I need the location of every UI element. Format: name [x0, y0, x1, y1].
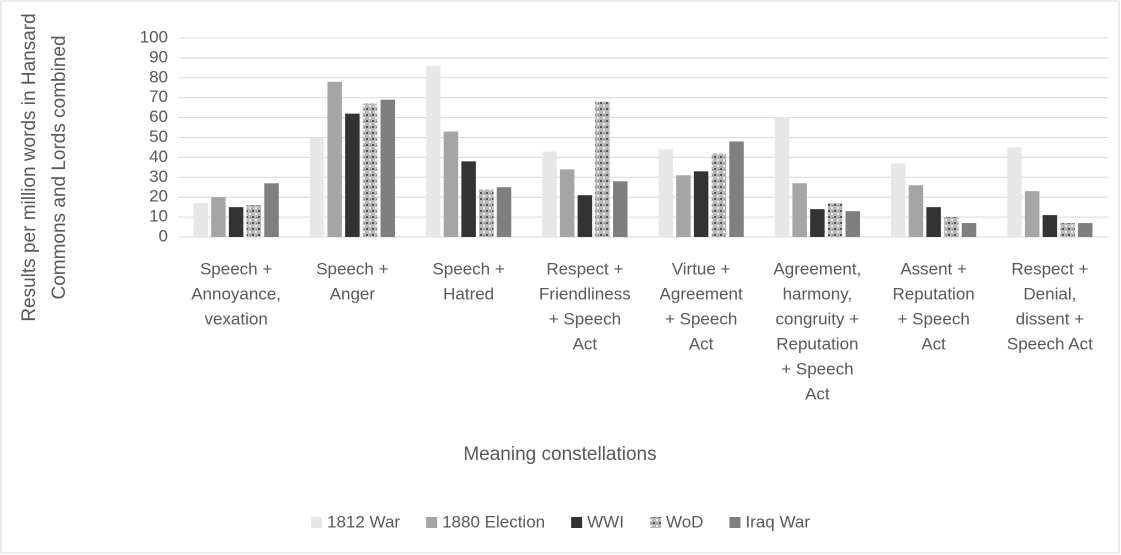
x-tick-label: vexation: [204, 309, 267, 328]
y-axis-title: Commons and Lords combined: [49, 35, 70, 299]
bar: [693, 171, 709, 237]
x-tick-label: + Speech: [665, 309, 737, 328]
x-tick-label: Reputation: [776, 334, 858, 353]
x-tick-label: Speech +: [316, 259, 388, 278]
bar: [658, 149, 673, 237]
bar: [961, 223, 977, 237]
bar: [792, 183, 807, 237]
x-tick-label: Respect +: [546, 259, 623, 278]
y-tick-label: 70: [149, 87, 168, 106]
x-tick-label: congruity +: [776, 309, 860, 328]
bar: [810, 209, 825, 237]
x-tick-label: Act: [805, 384, 830, 403]
y-tick-label: 30: [149, 167, 168, 186]
bar: [1024, 191, 1040, 237]
y-tick-label: 80: [149, 67, 168, 86]
legend-swatch: [649, 517, 661, 528]
y-tick-label: 20: [149, 187, 168, 206]
x-tick-label: + Speech: [781, 359, 853, 378]
x-tick-label: Reputation: [893, 284, 975, 303]
legend-label: WWI: [587, 512, 624, 531]
bar: [193, 203, 208, 237]
x-tick-label: Agreement,: [773, 259, 861, 278]
x-tick-label: Friendliness: [539, 284, 631, 303]
bar: [676, 175, 691, 237]
y-tick-label: 100: [140, 27, 168, 46]
bar: [711, 153, 727, 237]
y-tick-label: 10: [149, 207, 168, 226]
x-tick-label: Act: [921, 334, 946, 353]
bar: [542, 151, 557, 237]
bar: [1078, 223, 1093, 237]
bar: [595, 101, 610, 238]
bar: [327, 81, 342, 237]
legend-swatch: [426, 517, 438, 528]
legend-label: Iraq War: [745, 512, 810, 531]
bar: [228, 207, 244, 237]
legend-swatch: [311, 517, 323, 528]
bar: [211, 197, 226, 237]
bar: [729, 141, 744, 237]
bar: [1007, 147, 1022, 237]
x-tick-label: Virtue +: [672, 259, 731, 278]
legend-label: WoD: [666, 512, 703, 531]
bar: [443, 131, 459, 237]
y-tick-label: 90: [149, 47, 168, 66]
x-tick-label: Act: [573, 334, 598, 353]
bar: [362, 103, 378, 237]
bar: [926, 207, 941, 237]
x-tick-label: harmony,: [783, 284, 853, 303]
legend-label: 1812 War: [327, 512, 400, 531]
x-tick-label: Annoyance,: [191, 284, 281, 303]
bar: [577, 195, 593, 237]
legend: 1812 War 1880 Election WWI WoD Iraq War: [311, 512, 810, 531]
x-tick-label: Act: [689, 334, 714, 353]
x-tick-label: Hatred: [443, 284, 494, 303]
x-tick-label: Anger: [330, 284, 376, 303]
x-tick-label: Speech +: [200, 259, 272, 278]
x-tick-label: + Speech: [897, 309, 969, 328]
legend-swatch: [571, 517, 583, 528]
bar: [774, 117, 790, 237]
x-tick-label: Agreement: [660, 284, 743, 303]
x-tick-label: Assent +: [900, 259, 967, 278]
bar: [845, 211, 861, 237]
bar: [1060, 223, 1075, 237]
bar: [380, 99, 396, 237]
y-tick-label: 60: [149, 107, 168, 126]
bar: [309, 137, 325, 237]
bar: [425, 65, 441, 237]
legend-label: 1880 Election: [442, 512, 545, 531]
bar: [559, 169, 575, 237]
x-tick-label: Respect +: [1011, 259, 1088, 278]
bar: [345, 113, 360, 237]
x-axis-title: Meaning constellations: [463, 444, 656, 465]
x-tick-label: dissent +: [1016, 309, 1085, 328]
bar: [613, 181, 628, 237]
x-tick-label: + Speech: [549, 309, 621, 328]
legend-swatch: [729, 517, 741, 528]
bar: [908, 185, 924, 237]
bar: [1042, 215, 1058, 237]
y-tick-label: 50: [149, 127, 168, 146]
bar: [264, 183, 279, 237]
bar: [461, 161, 476, 237]
bar: [944, 217, 959, 237]
y-axis-title: Results per million words in Hansard: [19, 13, 40, 321]
x-tick-label: Denial,: [1023, 284, 1076, 303]
bar: [890, 163, 906, 237]
x-tick-label: Speech Act: [1007, 334, 1093, 353]
bar: [246, 205, 262, 237]
bar: [496, 187, 512, 237]
y-tick-label: 40: [149, 147, 168, 166]
bar: [827, 203, 843, 237]
y-tick-label: 0: [159, 226, 168, 245]
bar: [479, 189, 494, 237]
x-tick-label: Speech +: [432, 259, 504, 278]
